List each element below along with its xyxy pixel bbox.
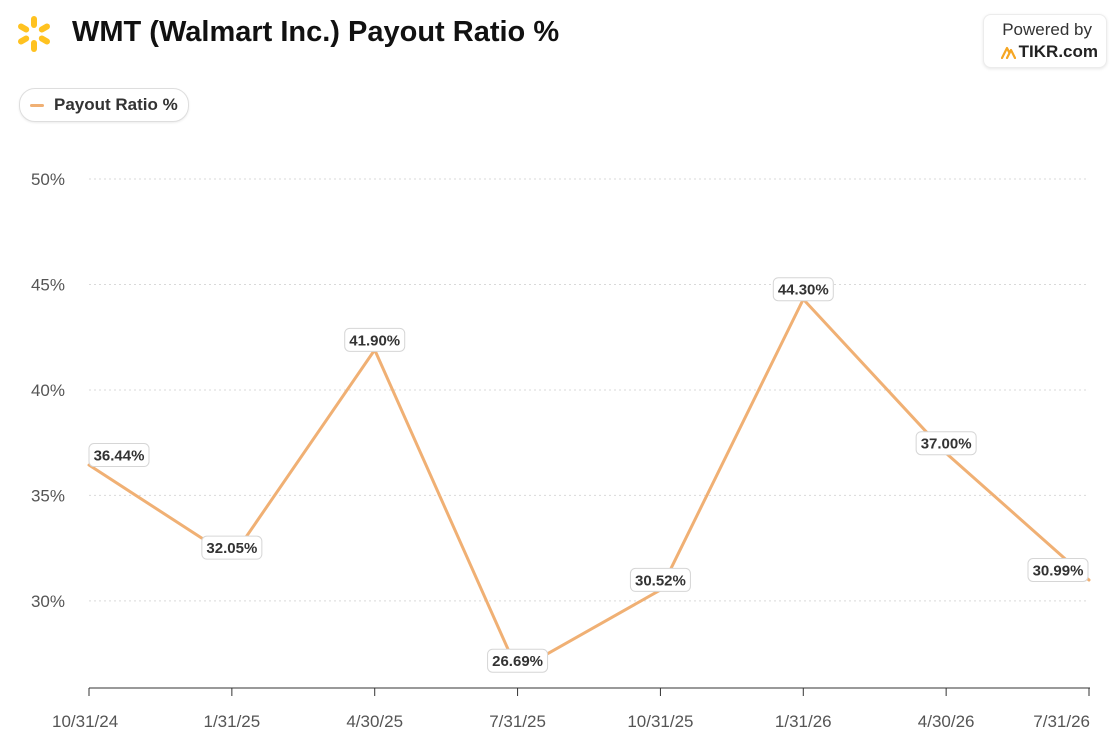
powered-by-label: Powered by: [1002, 20, 1092, 39]
tikr-icon: [1000, 46, 1016, 59]
brand-label: TIKR.com: [1018, 42, 1098, 61]
x-tick-label: 7/31/25: [489, 712, 546, 731]
data-label: 41.90%: [349, 332, 400, 349]
legend-swatch: [30, 103, 44, 107]
data-label: 30.99%: [1033, 562, 1084, 579]
data-label-box: [915, 431, 977, 456]
data-label-box: [629, 567, 691, 592]
data-label: 37.00%: [921, 436, 972, 453]
series-line-payout-ratio: [87, 297, 1091, 673]
y-tick-label: 50%: [31, 170, 65, 189]
y-tick-label: 40%: [31, 381, 65, 400]
brand-row: TIKR.com: [1000, 42, 1098, 62]
data-label-box: [487, 648, 549, 673]
y-tick-label: 35%: [31, 486, 65, 505]
data-label: 36.44%: [94, 448, 145, 465]
x-tick-label: 10/31/24: [52, 712, 118, 731]
data-label-box: [772, 277, 834, 302]
data-label-box: [201, 535, 263, 560]
x-tick-label: 4/30/25: [346, 712, 403, 731]
x-tick-label: 7/31/26: [1033, 712, 1090, 731]
data-label: 32.05%: [206, 540, 257, 557]
legend-label: Payout Ratio %: [54, 95, 178, 114]
data-label: 30.52%: [635, 572, 686, 589]
powered-by-badge[interactable]: Powered by TIKR.com: [983, 14, 1107, 68]
data-label: 44.30%: [778, 282, 829, 299]
y-tick-label: 45%: [31, 275, 65, 294]
y-tick-label: 30%: [31, 592, 65, 611]
page-title: WMT (Walmart Inc.) Payout Ratio %: [72, 16, 560, 48]
data-label-box: [344, 327, 406, 352]
x-tick-label: 1/31/25: [203, 712, 260, 731]
x-tick-label: 4/30/26: [918, 712, 975, 731]
data-label: 26.69%: [492, 653, 543, 670]
legend-item-payout-ratio[interactable]: Payout Ratio %: [19, 88, 189, 122]
data-label-box: [1027, 557, 1089, 582]
x-tick-label: 10/31/25: [627, 712, 693, 731]
x-tick-label: 1/31/26: [775, 712, 832, 731]
data-label-box: [88, 443, 150, 468]
walmart-spark-icon: [18, 16, 50, 52]
